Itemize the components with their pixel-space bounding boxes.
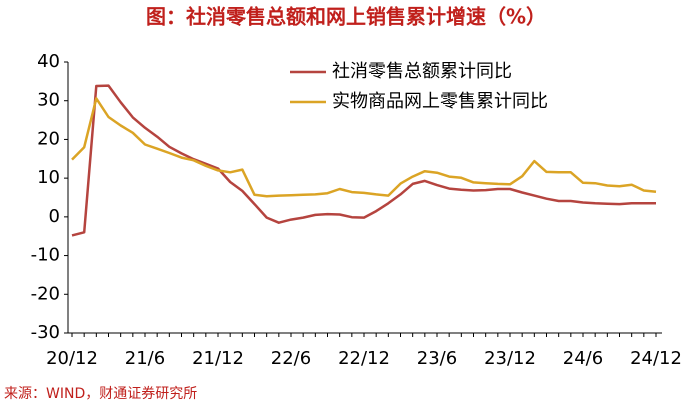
legend-label: 实物商品网上零售累计同比	[332, 91, 548, 112]
legend-label: 社消零售总额累计同比	[332, 61, 512, 82]
y-tick-label: -20	[31, 283, 60, 304]
y-tick-label: 10	[37, 167, 60, 188]
series-line	[71, 84, 656, 237]
x-tick-label: 24/6	[563, 348, 603, 369]
source: 来源：WIND，财通证券研究所	[4, 386, 197, 402]
y-tick-label: 0	[49, 206, 60, 227]
y-tick-label: 30	[37, 90, 60, 111]
series-line	[71, 97, 657, 198]
y-tick-label: -10	[31, 245, 60, 266]
x-tick-label: 20/12	[46, 348, 98, 369]
x-tick-label: 21/6	[125, 348, 165, 369]
x-tick-label: 22/6	[271, 348, 311, 369]
x-tick-label: 21/12	[192, 348, 244, 369]
y-tick-label: 20	[37, 128, 60, 149]
x-tick-label: 23/12	[484, 348, 536, 369]
x-tick-label: 23/6	[417, 348, 457, 369]
x-tick-label: 24/12	[630, 348, 682, 369]
y-tick-label: -30	[31, 322, 60, 343]
chart-title: 图：社消零售总额和网上销售累计增速（%）	[146, 5, 546, 29]
x-tick-label: 22/12	[338, 348, 390, 369]
y-tick-label: 40	[37, 51, 60, 72]
